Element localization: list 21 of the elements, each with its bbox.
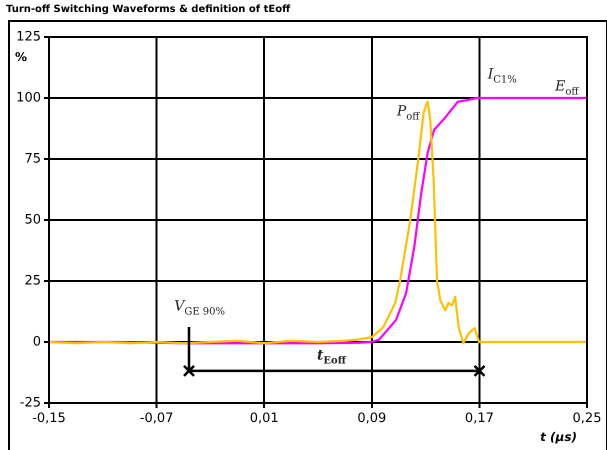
- y-tick-label: 0: [32, 334, 41, 350]
- annotation: t$_{Eoff}$: [316, 347, 346, 366]
- x-tick-label: 0,17: [464, 411, 494, 426]
- y-tick-label: 100: [16, 90, 41, 106]
- y-axis-title: %: [15, 50, 28, 64]
- annotation: I$_{C1%}$: [488, 66, 517, 86]
- annotation: E$_{off}$: [555, 78, 578, 98]
- y-tick-label: -25: [20, 395, 41, 410]
- y-tick-label: 75: [24, 151, 41, 166]
- annotation: P$_{off}$: [396, 103, 420, 122]
- x-axis-title: t (µs): [540, 430, 577, 444]
- chart-title: Turn-off Switching Waveforms & definition of tEoff: [6, 4, 290, 15]
- x-tick-label: -0,07: [140, 411, 174, 426]
- x-tick-label: -0,15: [32, 411, 66, 426]
- y-tick-label: 50: [24, 212, 41, 228]
- annotation: V$_{GE 90%}$: [174, 298, 226, 318]
- x-tick-label: 0,09: [357, 411, 386, 426]
- x-tick-label: 0,25: [572, 411, 602, 426]
- y-tick-label: 25: [24, 273, 41, 288]
- y-tick-label: 125: [16, 29, 41, 44]
- x-tick-label: 0,01: [250, 411, 279, 426]
